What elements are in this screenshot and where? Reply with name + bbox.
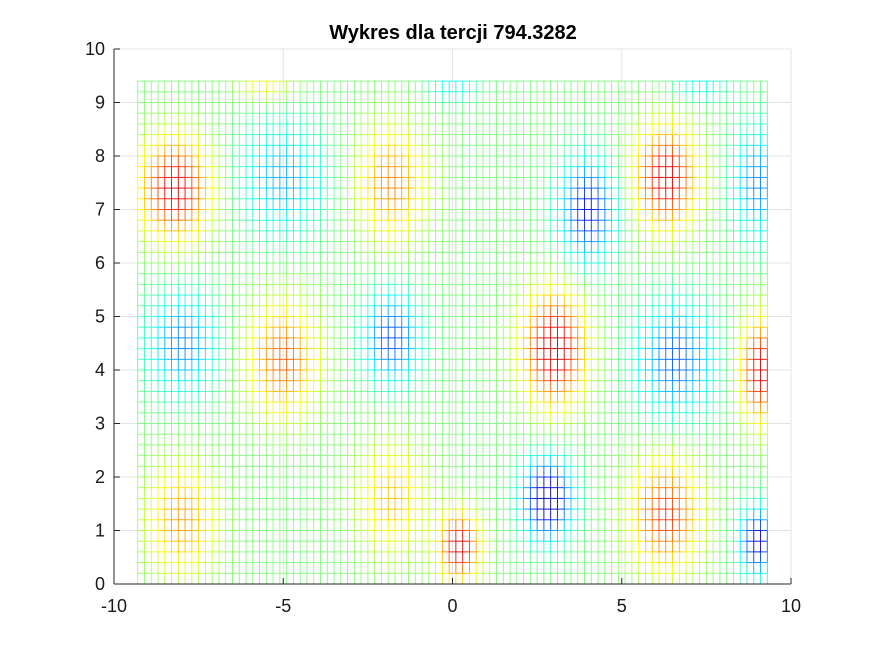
chart-title: Wykres dla tercji 794.3282 xyxy=(329,22,577,44)
mesh-surface xyxy=(137,80,768,585)
